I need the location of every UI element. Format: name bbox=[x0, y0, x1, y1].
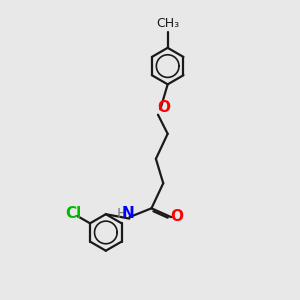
Text: O: O bbox=[170, 209, 183, 224]
Text: CH₃: CH₃ bbox=[156, 16, 179, 30]
Text: H: H bbox=[116, 207, 127, 220]
Text: N: N bbox=[122, 206, 134, 221]
Text: O: O bbox=[158, 100, 171, 115]
Text: Cl: Cl bbox=[66, 206, 82, 221]
